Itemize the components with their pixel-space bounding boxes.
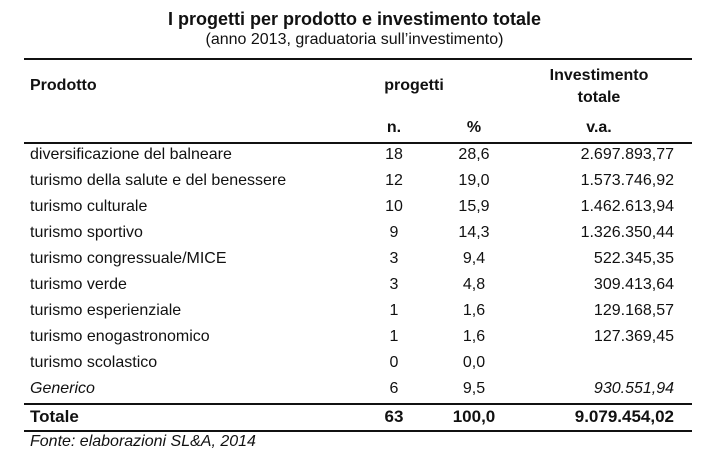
cell-n: 12 [385, 172, 403, 189]
header-investimento: Investimento [549, 67, 649, 84]
bottom-rule [24, 430, 692, 432]
cell-va: 522.345,35 [593, 250, 674, 267]
total-label: Totale [30, 407, 79, 426]
table-title: I progetti per prodotto e investimento t… [167, 9, 542, 29]
cell-va: 1.573.746,92 [580, 172, 674, 189]
table-row: turismo congressuale/MICE 3 9,4 522.345,… [24, 246, 692, 272]
header-va: v.a. [586, 119, 612, 136]
cell-pct: 0,0 [462, 354, 486, 371]
cell-prodotto: diversificazione del balneare [30, 146, 232, 163]
table-row: turismo verde 3 4,8 309.413,64 [24, 272, 692, 298]
table-row: turismo della salute e del benessere 12 … [24, 168, 692, 194]
source-note: Fonte: elaborazioni SL&A, 2014 [30, 433, 256, 450]
cell-n: 10 [385, 198, 403, 215]
table-row: turismo esperienziale 1 1,6 129.168,57 [24, 298, 692, 324]
title-block: I progetti per prodotto e investimento t… [0, 8, 709, 50]
cell-prodotto: turismo scolastico [30, 354, 158, 371]
cell-pct: 14,3 [458, 224, 490, 241]
cell-prodotto: turismo culturale [30, 198, 148, 215]
table-row: diversificazione del balneare 18 28,6 2.… [24, 142, 692, 168]
table-row: turismo sportivo 9 14,3 1.326.350,44 [24, 220, 692, 246]
cell-n: 1 [389, 302, 399, 319]
cell-n: 0 [389, 354, 399, 371]
cell-va: 930.551,94 [593, 380, 674, 397]
cell-va: 1.326.350,44 [580, 224, 674, 241]
cell-pct: 19,0 [458, 172, 490, 189]
total-pct: 100,0 [452, 407, 496, 426]
cell-pct: 15,9 [458, 198, 490, 215]
cell-n: 3 [389, 250, 399, 267]
cell-n: 1 [389, 328, 399, 345]
cell-pct: 4,8 [462, 276, 486, 293]
cell-n: 6 [389, 380, 399, 397]
header-totale: totale [577, 89, 621, 106]
cell-n: 9 [389, 224, 399, 241]
cell-prodotto: turismo enogastronomico [30, 328, 210, 345]
cell-va: 129.168,57 [593, 302, 674, 319]
cell-va: 2.697.893,77 [580, 146, 674, 163]
cell-prodotto: Generico [30, 380, 95, 397]
table-subtitle: (anno 2013, graduatoria sull’investiment… [205, 31, 504, 48]
table-row: turismo enogastronomico 1 1,6 127.369,45 [24, 324, 692, 350]
cell-va: 127.369,45 [593, 328, 674, 345]
cell-prodotto: turismo esperienziale [30, 302, 182, 319]
cell-n: 18 [385, 146, 403, 163]
cell-prodotto: turismo verde [30, 276, 127, 293]
total-n: 63 [384, 407, 404, 426]
header-progetti: progetti [384, 77, 444, 94]
cell-pct: 28,6 [458, 146, 490, 163]
cell-prodotto: turismo congressuale/MICE [30, 250, 227, 267]
header-rule [24, 142, 692, 144]
cell-va: 309.413,64 [593, 276, 674, 293]
table-row: Generico 6 9,5 930.551,94 [24, 376, 692, 402]
table-row: turismo scolastico 0 0,0 [24, 350, 692, 376]
cell-prodotto: turismo sportivo [30, 224, 143, 241]
header-n: n. [386, 119, 402, 136]
cell-pct: 1,6 [462, 328, 486, 345]
cell-n: 3 [389, 276, 399, 293]
table-row: turismo culturale 10 15,9 1.462.613,94 [24, 194, 692, 220]
total-rule [24, 403, 692, 405]
cell-va: 1.462.613,94 [580, 198, 674, 215]
header-pct: % [466, 119, 482, 136]
cell-pct: 9,5 [462, 380, 486, 397]
cell-pct: 1,6 [462, 302, 486, 319]
header-prodotto: Prodotto [30, 77, 97, 94]
top-rule [24, 58, 692, 60]
total-va: 9.079.454,02 [574, 407, 674, 426]
cell-prodotto: turismo della salute e del benessere [30, 172, 287, 189]
total-row: Totale 63 100,0 9.079.454,02 [24, 404, 692, 430]
cell-pct: 9,4 [462, 250, 486, 267]
